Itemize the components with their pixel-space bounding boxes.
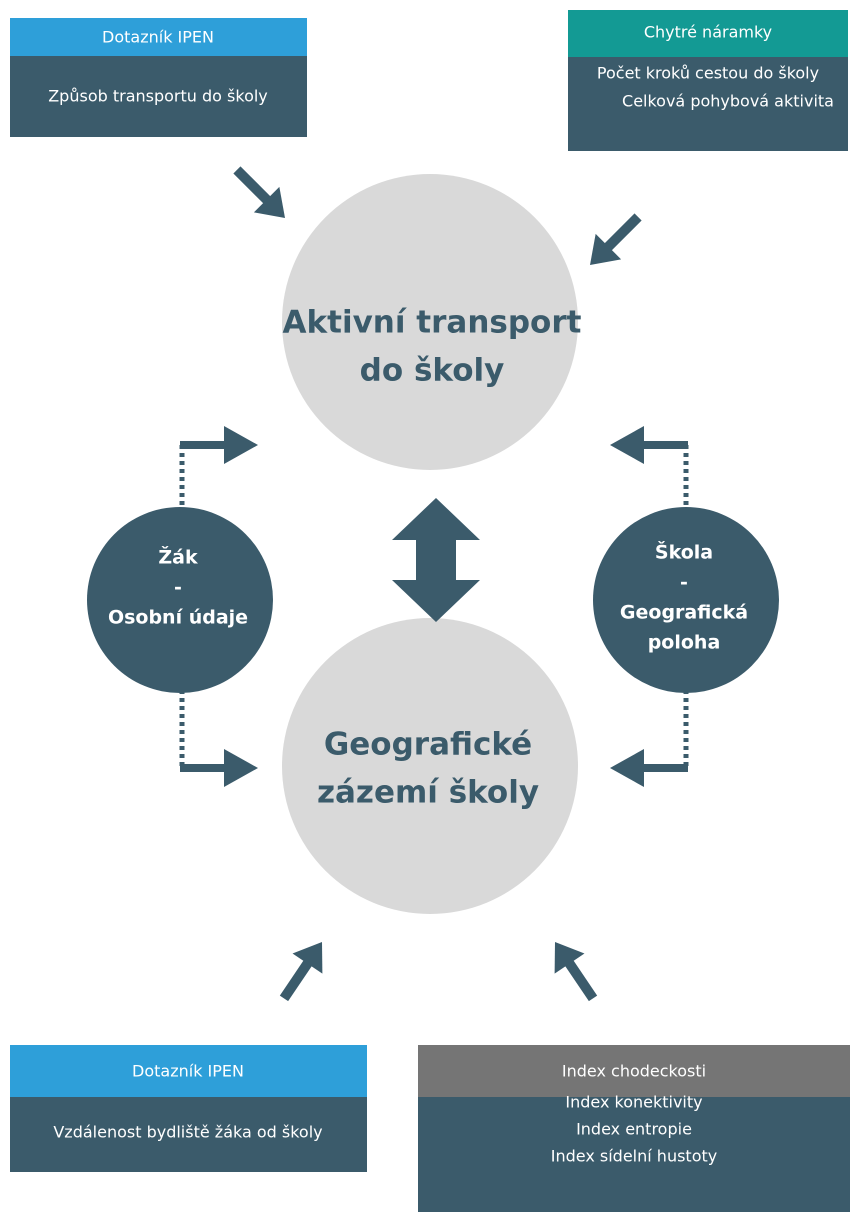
box-body [10, 56, 307, 137]
big-circle [282, 174, 578, 470]
box-line: Index konektivity [565, 1093, 702, 1112]
circle-line: - [680, 572, 688, 594]
box-line: Index entropie [576, 1120, 692, 1139]
box-line: Způsob transportu do školy [48, 87, 268, 106]
circle-line: poloha [648, 632, 721, 654]
box-line: Celková pohybová aktivita [622, 92, 834, 111]
big-circle [282, 618, 578, 914]
box-header-text: Chytré náramky [644, 23, 772, 42]
box-header-text: Dotazník IPEN [102, 28, 214, 47]
connector [179, 426, 689, 787]
texts: Dotazník IPEN Způsob transportu do školy C… [48, 23, 834, 1166]
arrow [590, 213, 642, 265]
double-arrow [392, 498, 480, 622]
box-body [568, 57, 848, 151]
box-body [418, 1097, 850, 1212]
box-header [10, 1045, 367, 1097]
arrow [554, 942, 598, 1002]
box-body [10, 1097, 367, 1172]
box-header [568, 10, 848, 57]
circle-line: Geografické [324, 727, 532, 763]
circle-line: do školy [360, 353, 505, 389]
box-line: Vzdálenost bydliště žáka od školy [53, 1123, 322, 1142]
small-circle [593, 507, 779, 693]
box-line: Index sídelní hustoty [551, 1147, 717, 1166]
box-header [418, 1045, 850, 1097]
arrow [279, 942, 323, 1002]
arrow [233, 166, 285, 218]
circle-line: Žák [158, 546, 198, 569]
shapes [10, 10, 850, 1212]
circle-line: Aktivní transport [283, 305, 582, 341]
circle-line: - [174, 577, 182, 599]
small-circle [87, 507, 273, 693]
circle-line: Osobní údaje [108, 607, 248, 629]
box-header-text: Dotazník IPEN [132, 1062, 244, 1081]
circle-line: Geografická [620, 602, 748, 624]
circle-line: zázemí školy [317, 775, 539, 811]
box-header [10, 18, 307, 56]
box-header-text: Index chodeckosti [562, 1062, 706, 1081]
circle-line: Škola [655, 540, 713, 564]
box-line: Počet kroků cestou do školy [597, 64, 819, 83]
